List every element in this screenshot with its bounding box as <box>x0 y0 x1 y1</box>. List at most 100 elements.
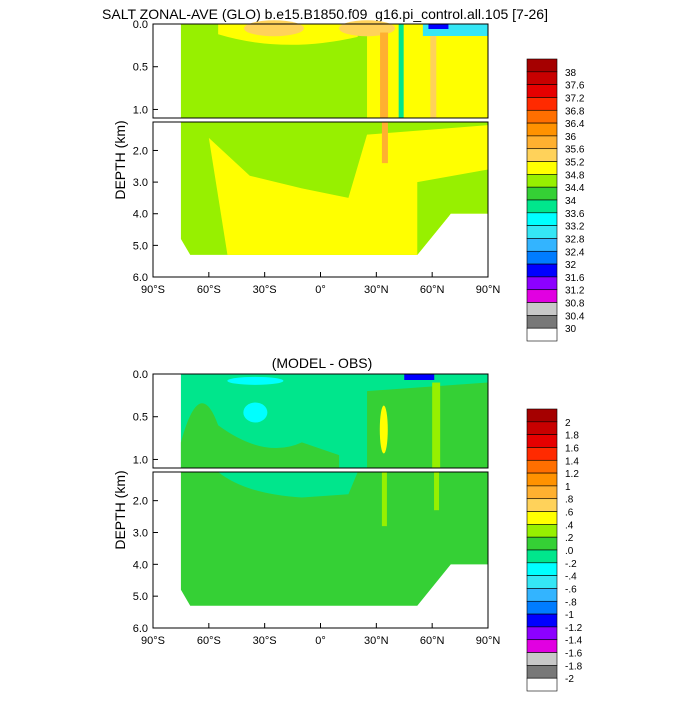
field-region <box>404 374 435 380</box>
field-1 <box>180 374 488 606</box>
field-0 <box>180 20 489 277</box>
upper-axes-frame <box>152 373 489 469</box>
field-region <box>367 24 488 118</box>
colorbar-label: 34 <box>565 196 577 207</box>
y-tick-label: 0.5 <box>133 412 148 424</box>
x-tick-label: 60°S <box>197 635 221 647</box>
field-region <box>227 376 284 385</box>
difference-panel: (MODEL - OBS) DEPTH (km) 0.00.51.02.03.0… <box>112 355 583 692</box>
bottom-title: (MODEL - OBS) <box>272 355 373 371</box>
colorbar-label: .6 <box>565 508 574 519</box>
colorbar-box <box>526 84 558 98</box>
y-tick-label: 1.0 <box>133 454 148 466</box>
colorbar-box <box>526 639 558 653</box>
colorbar-box <box>526 459 558 474</box>
colorbar-box <box>526 263 558 278</box>
colorbar-box <box>526 199 558 214</box>
field-region <box>380 32 389 118</box>
colorbar-label: -.2 <box>565 559 577 570</box>
colorbar-box <box>526 408 558 423</box>
x-tick-label: 0° <box>315 635 326 647</box>
colorbar-label: .2 <box>565 533 574 544</box>
colorbar-box <box>526 613 558 628</box>
colorbar-label: 31.6 <box>565 273 585 284</box>
colorbar-label: 32 <box>565 260 577 271</box>
colorbar-label: -.8 <box>565 597 577 608</box>
colorbar-box <box>526 58 558 73</box>
y-tick-label: 0.5 <box>133 62 148 74</box>
y-tick-label: 3.0 <box>133 527 148 539</box>
colorbar-label: 31.2 <box>565 286 585 297</box>
field-region <box>428 24 449 29</box>
colorbar-label: 1.6 <box>565 443 579 454</box>
y-tick-label: 5.0 <box>133 240 148 252</box>
colorbar-box <box>526 289 558 303</box>
colorbar-box <box>526 562 558 576</box>
x-tick-label: 60°N <box>420 284 445 296</box>
colorbar-label: .4 <box>565 520 574 531</box>
colorbar-label: -2 <box>565 674 574 685</box>
colorbar-label: 36.4 <box>565 119 585 130</box>
colorbar-label: -1 <box>565 610 574 621</box>
field-region <box>379 405 388 454</box>
colorbar-label: 35.6 <box>565 145 585 156</box>
x-tick-label: 0° <box>315 284 326 296</box>
colorbar-label: 30.4 <box>565 311 585 322</box>
colorbar-label: -1.2 <box>565 623 583 634</box>
colorbar-label: 30 <box>565 324 577 335</box>
field-region <box>367 382 488 468</box>
colorbar-label: 34.8 <box>565 170 585 181</box>
colorbar-label: 1.4 <box>565 456 579 467</box>
colorbar-box <box>526 549 558 564</box>
field-region <box>243 20 304 37</box>
figure-title: SALT ZONAL-AVE (GLO) b.e15.B1850.f09_g16… <box>102 6 548 22</box>
colorbar-label: 36.8 <box>565 106 585 117</box>
bottom-ylabel: DEPTH (km) <box>112 470 128 549</box>
colorbar-label: -.6 <box>565 584 577 595</box>
colorbar-box <box>526 212 558 226</box>
x-tick-label: 30°S <box>253 635 277 647</box>
colorbar-label: 2 <box>565 418 571 429</box>
colorbar-box <box>526 600 558 615</box>
colorbar-box <box>526 434 558 448</box>
colorbar-box <box>526 122 558 137</box>
y-tick-label: 1.0 <box>133 104 148 116</box>
field-region <box>428 213 488 277</box>
colorbar-box <box>526 575 558 589</box>
colorbar-label: -.4 <box>565 572 577 583</box>
field-region <box>180 472 488 606</box>
colorbar-box <box>526 302 558 316</box>
colorbar-label: 35.2 <box>565 158 585 169</box>
colorbar-label: 32.4 <box>565 247 585 258</box>
field-region <box>432 382 441 468</box>
x-tick-label: 90°N <box>476 635 501 647</box>
field-region <box>430 32 437 118</box>
x-tick-label: 90°S <box>141 284 165 296</box>
y-tick-label: 3.0 <box>133 177 148 189</box>
y-tick-label: 6.0 <box>133 272 148 284</box>
colorbar-box <box>526 186 558 201</box>
colorbar-box <box>526 588 558 602</box>
colorbar-label: -1.8 <box>565 661 583 672</box>
x-tick-label: 60°N <box>420 635 445 647</box>
colorbar-label: 33.6 <box>565 209 585 220</box>
x-tick-label: 30°S <box>253 284 277 296</box>
top-ylabel: DEPTH (km) <box>112 120 128 199</box>
colorbar-box <box>526 447 558 461</box>
x-tick-label: 90°N <box>476 284 501 296</box>
colorbar-box <box>526 677 558 692</box>
colorbar-box <box>526 97 558 111</box>
field-region <box>218 472 358 498</box>
field-region <box>381 472 387 527</box>
colorbar-label: 38 <box>565 68 577 79</box>
y-tick-label: 2.0 <box>133 145 148 157</box>
y-tick-label: 6.0 <box>133 623 148 635</box>
colorbar-box <box>526 421 558 435</box>
y-tick-label: 4.0 <box>133 209 148 221</box>
colorbar-box <box>526 327 558 342</box>
colorbar-label: -1.4 <box>565 636 583 647</box>
y-tick-label: 4.0 <box>133 559 148 571</box>
colorbar-box <box>526 225 558 239</box>
colorbar-box <box>526 524 558 538</box>
